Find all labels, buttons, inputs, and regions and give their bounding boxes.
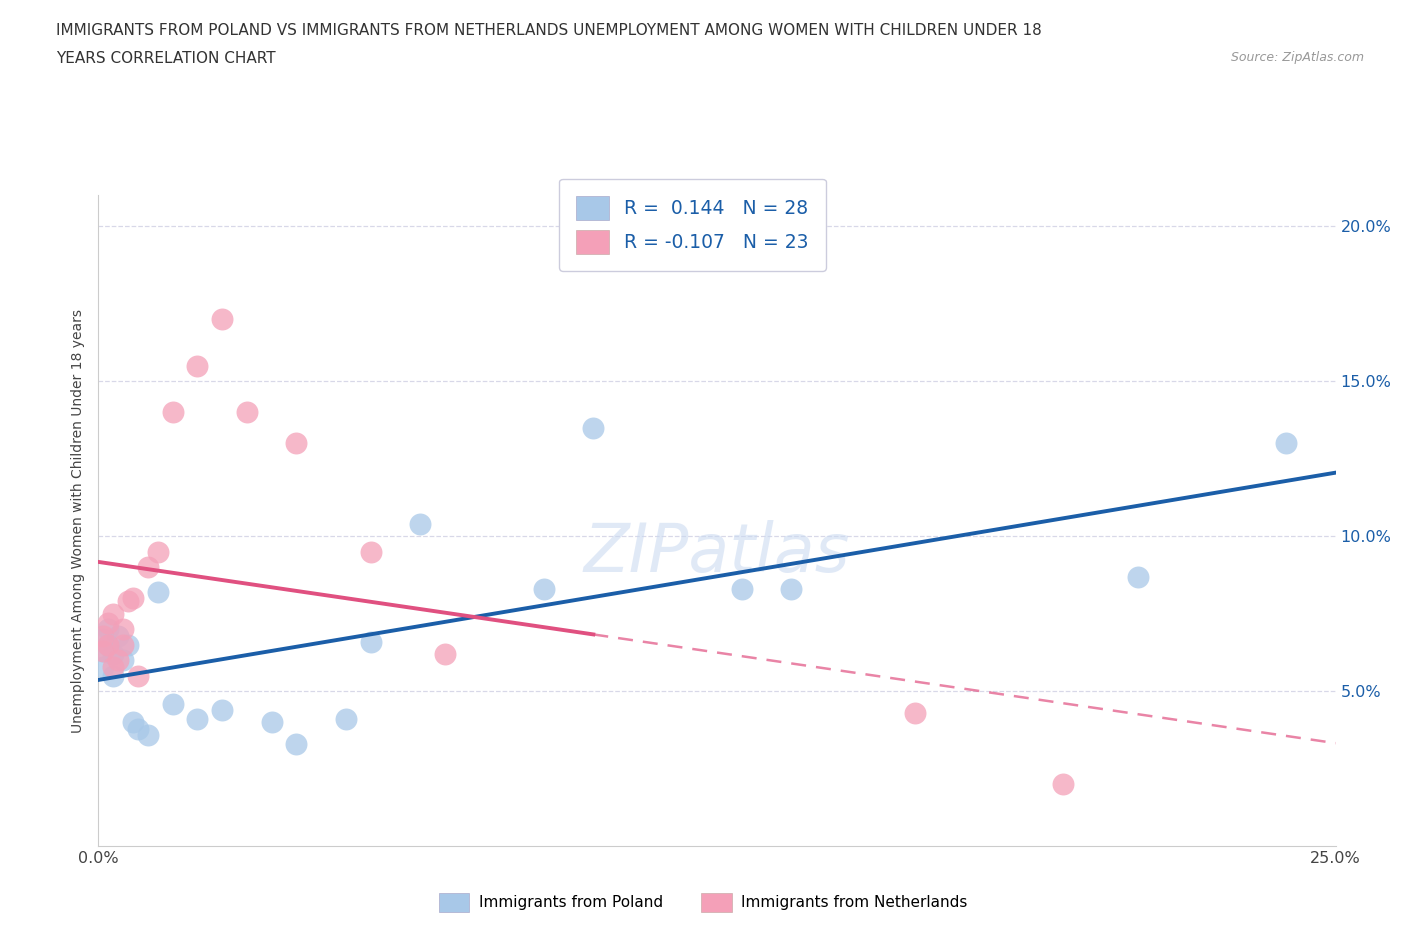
Point <box>1052 777 1074 791</box>
Text: IMMIGRANTS FROM POLAND VS IMMIGRANTS FROM NETHERLANDS UNEMPLOYMENT AMONG WOMEN W: IMMIGRANTS FROM POLAND VS IMMIGRANTS FRO… <box>56 23 1042 38</box>
Point <box>122 715 145 730</box>
Point <box>285 436 308 451</box>
Point <box>582 420 605 435</box>
Point <box>93 644 115 658</box>
Point <box>103 646 125 661</box>
Point <box>162 405 184 419</box>
Point <box>97 637 120 652</box>
Point <box>780 581 803 596</box>
Point <box>127 669 149 684</box>
Point <box>146 544 169 559</box>
Point <box>335 711 357 726</box>
Point <box>112 653 135 668</box>
Point <box>97 616 120 631</box>
Point <box>211 312 233 326</box>
Point <box>186 711 208 726</box>
Text: ZIPatlas: ZIPatlas <box>583 521 851 586</box>
Point <box>433 646 456 661</box>
Point <box>1275 436 1298 451</box>
Text: YEARS CORRELATION CHART: YEARS CORRELATION CHART <box>56 51 276 66</box>
Point <box>107 628 129 643</box>
Point <box>360 634 382 649</box>
Point <box>260 715 283 730</box>
Point <box>360 544 382 559</box>
Point <box>285 737 308 751</box>
Point <box>93 628 115 643</box>
Point <box>136 727 159 742</box>
Point <box>904 706 927 721</box>
Legend: Immigrants from Poland, Immigrants from Netherlands: Immigrants from Poland, Immigrants from … <box>433 887 973 918</box>
Point <box>97 622 120 637</box>
Point <box>112 622 135 637</box>
Point <box>117 594 139 609</box>
Point <box>103 669 125 684</box>
Point <box>93 659 115 674</box>
Point <box>112 637 135 652</box>
Point <box>409 516 432 531</box>
Y-axis label: Unemployment Among Women with Children Under 18 years: Unemployment Among Women with Children U… <box>72 309 86 733</box>
Text: Source: ZipAtlas.com: Source: ZipAtlas.com <box>1230 51 1364 64</box>
Point <box>146 585 169 600</box>
Point <box>236 405 259 419</box>
Point <box>117 637 139 652</box>
Point <box>186 358 208 373</box>
Point <box>107 653 129 668</box>
Point <box>93 631 115 646</box>
Point <box>103 659 125 674</box>
Point <box>97 637 120 652</box>
Point <box>103 606 125 621</box>
Point <box>162 697 184 711</box>
Point <box>136 560 159 575</box>
Point <box>731 581 754 596</box>
Point <box>533 581 555 596</box>
Point <box>93 644 115 658</box>
Point <box>127 721 149 736</box>
Point <box>211 702 233 717</box>
Legend: R =  0.144   N = 28, R = -0.107   N = 23: R = 0.144 N = 28, R = -0.107 N = 23 <box>558 179 825 271</box>
Point <box>1126 569 1149 584</box>
Point <box>122 591 145 605</box>
